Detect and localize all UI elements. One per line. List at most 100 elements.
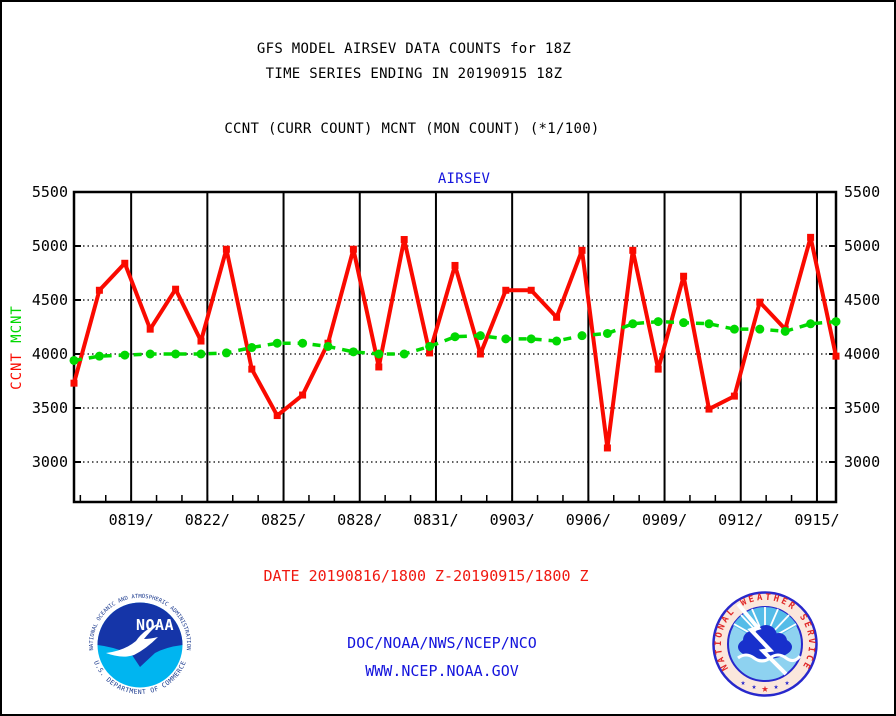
x-axis-tick-label: 0906/ (566, 511, 611, 529)
ccnt-point (146, 325, 154, 333)
x-axis-tick-label: 0915/ (794, 511, 839, 529)
ccnt-point (70, 379, 78, 387)
svg-text:★: ★ (741, 678, 746, 687)
mcnt-point (831, 317, 841, 327)
ccnt-point (222, 245, 230, 253)
ccnt-point (197, 337, 205, 345)
mcnt-point (552, 336, 562, 346)
plot-border (72, 190, 838, 504)
nws-logo-lightning-icon (736, 602, 788, 676)
mcnt-point (272, 338, 282, 348)
ccnt-point (730, 392, 738, 400)
y-axis-tick-label-left: 5000 (32, 237, 68, 255)
ccnt-point (248, 365, 256, 373)
y-axis-tick-label-left: 4000 (32, 345, 68, 363)
noaa-logo-seagull-icon (106, 623, 160, 657)
mcnt-point (780, 326, 790, 336)
ccnt-point (426, 349, 434, 357)
noaa-logo: NOAA NATIONAL OCEANIC AND ATMOSPHERIC AD… (85, 590, 195, 700)
ccnt-line (72, 235, 838, 450)
ccnt-point (375, 363, 383, 371)
y-axis-tick-label-left: 5500 (32, 183, 68, 201)
mcnt-point (196, 349, 206, 359)
mcnt-point (298, 338, 308, 348)
mcnt-point (755, 324, 765, 334)
mcnt-point (171, 349, 181, 359)
mcnt-point (94, 351, 104, 361)
ccnt-point (476, 350, 484, 358)
y-axis-tick-label-right: 3500 (844, 399, 880, 417)
chart-title: AIRSEV (437, 171, 491, 187)
mcnt-point (679, 318, 689, 328)
mcnt-point (323, 341, 333, 351)
svg-text:★: ★ (752, 682, 757, 691)
mcnt-point (425, 341, 435, 351)
x-axis-tick-label: 0912/ (718, 511, 763, 529)
mcnt-point (247, 343, 257, 353)
page-title-line1: GFS MODEL AIRSEV DATA COUNTS for 18Z (256, 41, 572, 57)
ccnt-point (273, 412, 281, 420)
nws-logo: ★ ★ ★ ★ ★ NATIONAL WEATHER SERVICE (712, 591, 818, 697)
nws-logo-stars: ★ ★ ★ ★ ★ (741, 678, 790, 695)
mcnt-point (69, 355, 79, 365)
mcnt-point (628, 319, 638, 329)
ccnt-point (527, 286, 535, 294)
mcnt-point (399, 349, 409, 359)
mcnt-point (806, 319, 816, 329)
mcnt-point (501, 334, 511, 344)
y-axis-tick-label-right: 4000 (844, 345, 880, 363)
mcnt-point (450, 332, 460, 342)
x-axis-tick-label: 0831/ (413, 511, 458, 529)
date-range-text: DATE 20190816/1800 Z-20190915/1800 Z (263, 567, 589, 585)
chart-subtitle: CCNT (CURR COUNT) MCNT (MON COUNT) (*1/1… (224, 121, 600, 137)
svg-text:★: ★ (785, 678, 790, 687)
x-axis-tick-label: 0828/ (337, 511, 382, 529)
ccnt-point (400, 236, 408, 244)
ccnt-point (553, 313, 561, 321)
ccnt-point (680, 272, 688, 280)
ccnt-point (172, 285, 180, 293)
x-axis-tick-label: 0903/ (490, 511, 535, 529)
ccnt-point (832, 352, 840, 360)
y-axis-tick-label-right: 5000 (844, 237, 880, 255)
ccnt-point (95, 286, 103, 294)
ccnt-point (807, 233, 815, 241)
page-title-line2: TIME SERIES ENDING IN 20190915 18Z (265, 66, 563, 82)
mcnt-point (145, 349, 155, 359)
mcnt-point (374, 349, 384, 359)
ccnt-point (349, 245, 357, 253)
ccnt-point (578, 246, 586, 254)
x-axis-tick-label: 0822/ (185, 511, 230, 529)
y-axis-tick-label-left: 3000 (32, 453, 68, 471)
mcnt-point (729, 324, 739, 334)
x-axis-tick-label: 0819/ (109, 511, 154, 529)
y-axis-tick-label-left: 4500 (32, 291, 68, 309)
ccnt-point (705, 405, 713, 413)
url-text: WWW.NCEP.NOAA.GOV (365, 662, 519, 680)
mcnt-point (221, 348, 231, 358)
ccnt-point (451, 261, 459, 269)
mcnt-point (653, 317, 663, 327)
ccnt-point (502, 286, 510, 294)
ccnt-point (756, 298, 764, 306)
org-text: DOC/NOAA/NWS/NCEP/NCO (347, 634, 537, 652)
ccnt-point (299, 391, 307, 399)
ccnt-point (121, 259, 129, 267)
x-axis-tick-label: 0909/ (642, 511, 687, 529)
ccnt-point (629, 246, 637, 254)
y-axis-tick-label-left: 3500 (32, 399, 68, 417)
y-axis-tick-label-right: 4500 (844, 291, 880, 309)
noaa-logo-sky (97, 602, 183, 667)
y-axis-tick-label-right: 5500 (844, 183, 880, 201)
svg-text:★: ★ (761, 681, 768, 695)
mcnt-point (602, 328, 612, 338)
noaa-logo-wordmark: NOAA (136, 616, 174, 634)
mcnt-point (526, 334, 536, 344)
mcnt-point (475, 331, 485, 341)
mcnt-point (348, 347, 358, 357)
x-axis-tick-label: 0825/ (261, 511, 306, 529)
y-axis-tick-label-right: 3000 (844, 453, 880, 471)
svg-text:★: ★ (774, 682, 779, 691)
